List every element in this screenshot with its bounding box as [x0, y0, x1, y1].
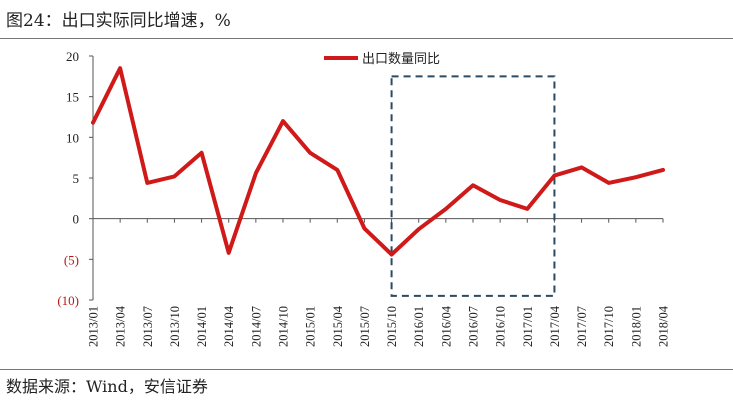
y-tick-label: 20 — [66, 49, 79, 64]
y-tick-label: (5) — [64, 252, 79, 267]
axes — [89, 55, 664, 301]
y-tick-label: 10 — [66, 130, 79, 145]
x-tick-label: 2013/04 — [114, 305, 128, 347]
x-tick-label: 2013/07 — [141, 306, 155, 347]
x-tick-label: 2013/01 — [87, 306, 101, 347]
figure-title: 图24：出口实际同比增速，% — [6, 11, 231, 31]
x-tick-label: 2018/04 — [657, 305, 671, 347]
x-tick-label: 2015/07 — [358, 306, 372, 347]
y-tick-label: 5 — [73, 171, 80, 186]
x-tick-label: 2017/07 — [575, 306, 589, 347]
series-line — [91, 66, 665, 257]
x-tick-label: 2013/10 — [168, 306, 182, 347]
y-tick-label: (10) — [57, 293, 79, 308]
x-tick-label: 2014/01 — [195, 306, 209, 347]
x-tick-label: 2015/01 — [304, 306, 318, 347]
x-tick-labels: 2013/01 2013/04 2013/07 2013/10 2014/01 2014/… — [87, 305, 671, 347]
source-note: 数据来源：Wind，安信证券 — [6, 377, 208, 396]
x-tick-label: 2016/01 — [412, 306, 426, 347]
y-tick-label: 15 — [66, 90, 79, 105]
x-tick-label: 2015/10 — [385, 306, 399, 347]
x-tick-label: 2018/01 — [629, 306, 643, 347]
x-tick-label: 2014/07 — [249, 306, 263, 347]
x-tick-label: 2014/04 — [222, 305, 236, 347]
header-rule — [0, 38, 733, 39]
y-tick-label: 0 — [73, 212, 80, 227]
x-tick-label: 2017/01 — [521, 306, 535, 347]
y-tick-labels: 20 15 10 5 0 (5) (10) — [57, 49, 79, 308]
series-lines — [91, 66, 665, 257]
x-tick-label: 2016/10 — [494, 306, 508, 347]
x-tick-label: 2016/07 — [467, 306, 481, 347]
x-tick-label: 2016/04 — [439, 305, 453, 347]
x-tick-label: 2014/10 — [277, 306, 291, 347]
legend: 出口数量同比 — [324, 52, 440, 67]
footer-rule — [0, 369, 733, 370]
legend-label: 出口数量同比 — [362, 52, 440, 67]
x-tick-label: 2017/04 — [548, 305, 562, 347]
x-tick-label: 2015/04 — [331, 305, 345, 347]
x-tick-label: 2017/10 — [602, 306, 616, 347]
